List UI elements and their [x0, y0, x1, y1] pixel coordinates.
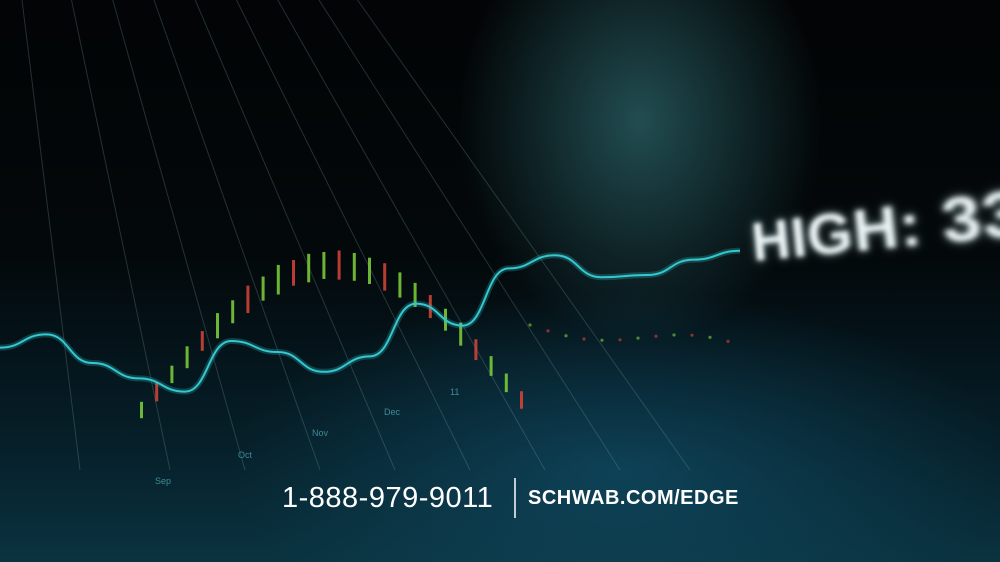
contact-bar: 1-888-979-9011 SCHWAB.COM/EDGE: [0, 478, 1000, 522]
gridline: [22, 0, 80, 470]
chart-bar: [186, 346, 189, 368]
chart-bar: [231, 300, 234, 323]
x-axis-ticks: SepOctNovDec11: [155, 387, 459, 486]
chart-bar: [201, 331, 204, 351]
chart-bar: [338, 250, 341, 279]
chart-dot: [726, 340, 729, 343]
chart-dot: [564, 334, 567, 337]
website-url: SCHWAB.COM/EDGE: [528, 487, 739, 510]
chart-bar: [474, 339, 477, 360]
chart-dot: [546, 329, 549, 332]
chart-dot: [654, 335, 657, 338]
chart-bar: [398, 272, 401, 297]
chart-dot: [618, 338, 621, 341]
chart-gridlines: [22, 0, 690, 470]
chart-bar: [246, 286, 249, 313]
chart-bar: [383, 263, 386, 290]
phone-number: 1-888-979-9011: [282, 482, 493, 515]
chart-bar: [353, 253, 356, 281]
chart-dot: [582, 337, 585, 340]
x-tick-label: Oct: [238, 450, 253, 460]
chart-dot: [528, 323, 531, 326]
gridline: [319, 0, 620, 470]
x-tick-label: Dec: [384, 407, 401, 417]
chart-bar: [368, 258, 371, 284]
chart-bar: [216, 313, 219, 338]
chart-dot: [672, 333, 675, 336]
chart-bar: [277, 265, 280, 295]
chart-bar: [307, 254, 310, 282]
chart-bar: [490, 356, 493, 376]
chart-dot: [636, 337, 639, 340]
chart-bar: [140, 402, 143, 418]
gridline: [358, 0, 691, 470]
x-tick-label: 11: [450, 387, 459, 397]
chart-bar: [262, 277, 265, 301]
gridline: [278, 0, 545, 470]
chart-bar: [170, 366, 173, 384]
x-tick-label: Nov: [312, 428, 329, 438]
chart-bar: [520, 391, 523, 409]
chart-bar: [505, 374, 508, 393]
chart-dot: [690, 334, 693, 337]
chart-bar: [322, 252, 325, 279]
gridline: [237, 0, 471, 470]
chart-dot: [600, 339, 603, 342]
chart-dot: [708, 336, 711, 339]
contact-divider: [514, 478, 516, 518]
chart-bar: [292, 260, 295, 286]
